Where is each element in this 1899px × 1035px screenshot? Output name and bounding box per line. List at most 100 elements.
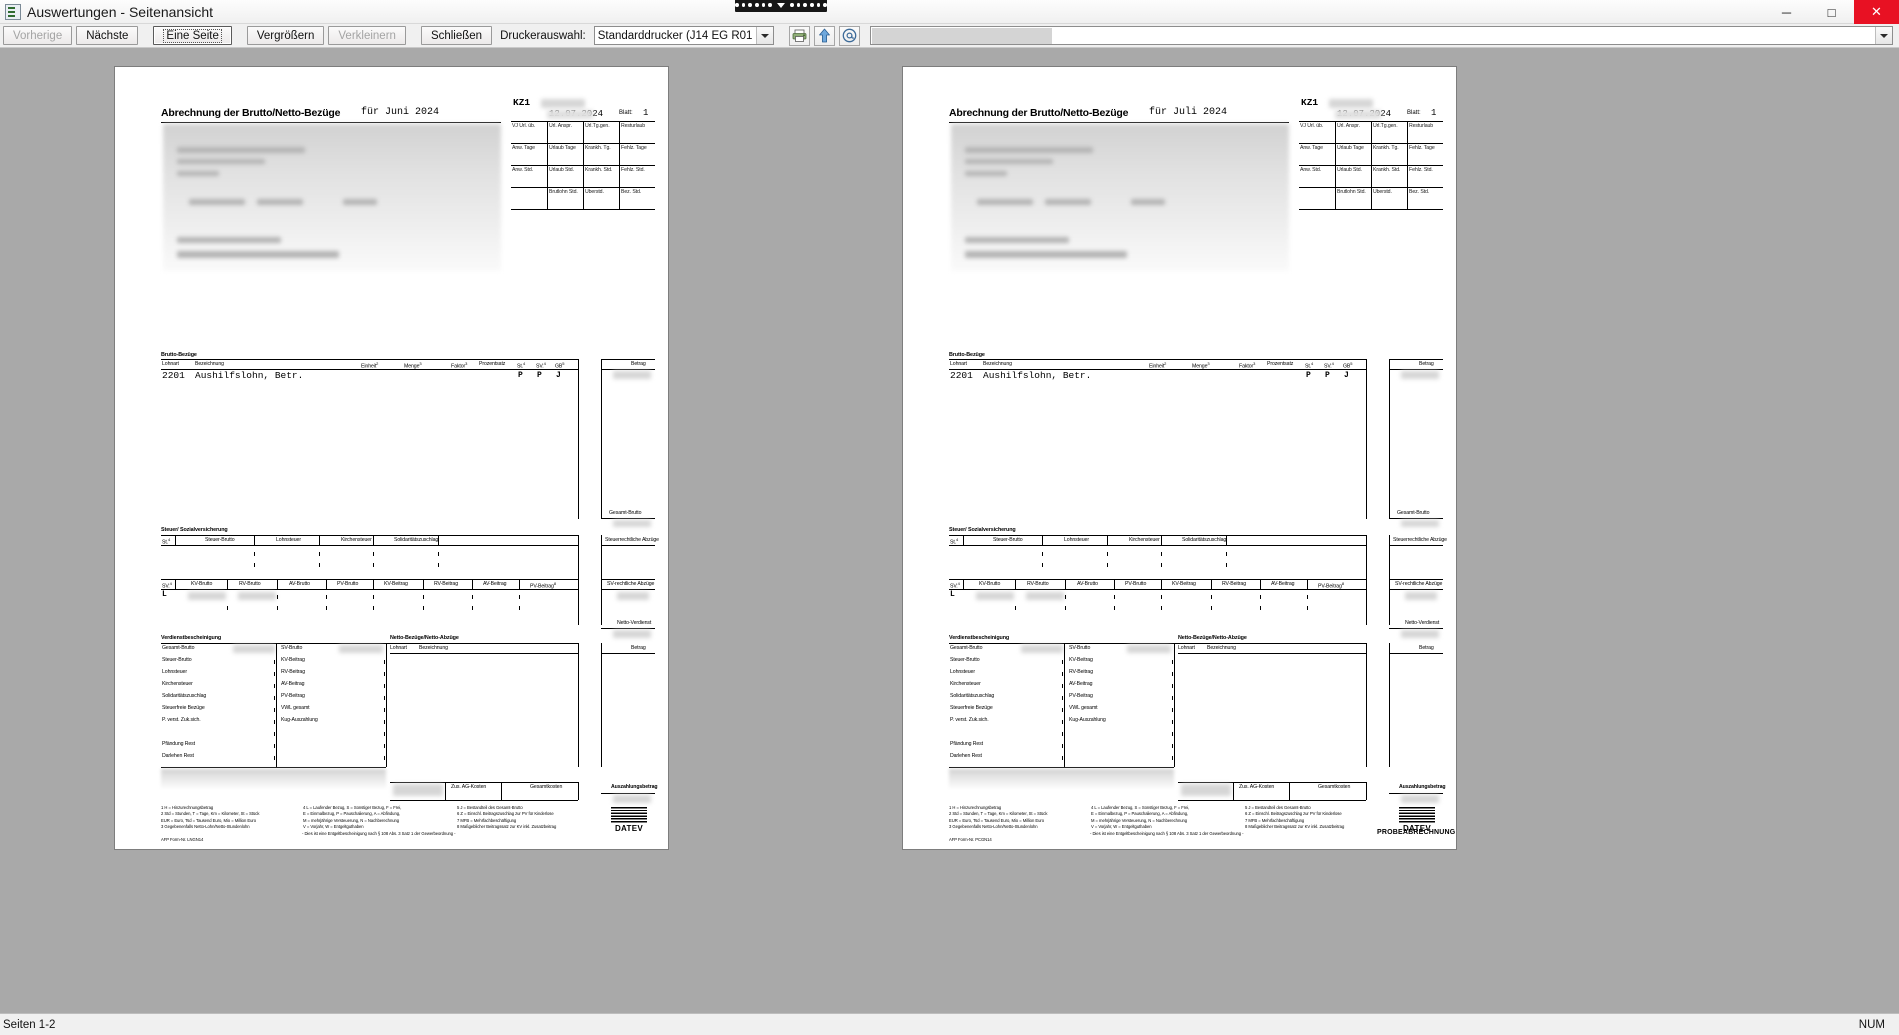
vb-label-pv-beitrag: PV-Beitrag xyxy=(281,693,305,699)
document-title: Abrechnung der Brutto/Netto-Bezüge xyxy=(161,107,341,119)
row-st-flag: P xyxy=(518,371,523,380)
cell-urlaub-std: Urlaub Std. xyxy=(1337,167,1362,173)
datev-wordmark: DATEV xyxy=(1402,824,1432,833)
preview-page[interactable]: Abrechnung der Brutto/Netto-Bezüge für J… xyxy=(902,66,1457,850)
netto-verdienst-label: Netto-Verdienst xyxy=(1405,620,1440,626)
netto-betrag-label: Betrag xyxy=(631,645,646,651)
vb-label-sv-brutto: SV-Brutto xyxy=(1069,645,1091,651)
col-st: St.4 xyxy=(517,361,526,370)
report-select-combobox[interactable] xyxy=(869,26,1893,45)
attendance-summary-table: VJ Url. üb. Url. Anspr. Url.Tg.gen. Rest… xyxy=(1299,121,1443,216)
brutto-betrag-rule xyxy=(1389,359,1443,360)
cell-fehlz-std: Fehlz. Std. xyxy=(1409,167,1433,173)
zoom-in-button[interactable]: Vergrößern xyxy=(246,26,325,45)
col-av-beitrag: AV-Beitrag xyxy=(1271,581,1295,587)
print-button[interactable] xyxy=(788,25,810,46)
col-st-flag: St.4 xyxy=(950,537,959,546)
verdienst-bottom-rule xyxy=(949,767,1174,768)
col-kirchensteuer: Kirchensteuer xyxy=(341,537,372,543)
cell-krankh-tg: Krankh. Tg. xyxy=(585,145,611,151)
gesamt-brutto-rule xyxy=(601,518,655,519)
col-rv-beitrag: RV-Beitrag xyxy=(1222,581,1246,587)
col-netto-bezeichnung: Bezeichnung xyxy=(419,645,448,651)
status-pages-text: Seiten 1-2 xyxy=(3,1018,56,1031)
vb-label-soli: Solidaritätszuschlag xyxy=(950,693,995,699)
cell-ueberstd: Uberstd. xyxy=(1373,189,1392,195)
cell-brutlohn-std: Brutlohn Std. xyxy=(549,189,578,195)
previous-page-button[interactable]: Vorherige xyxy=(3,26,73,45)
col-betrag: Betrag xyxy=(631,361,646,367)
redacted-sv-brutto-value xyxy=(339,645,383,653)
chevron-down-icon[interactable] xyxy=(1875,27,1892,44)
row-lohnart: 2201 xyxy=(162,370,185,381)
sv-abz-top-rule xyxy=(601,579,655,580)
status-bar: Seiten 1-2 NUM xyxy=(0,1013,1899,1035)
footnotes-column-2: 4 L = Laufender Bezug, S = Sonstiger Bez… xyxy=(1091,805,1190,829)
gesamtkosten-label: Gesamtkosten xyxy=(1318,784,1351,790)
datev-barcode-logo xyxy=(611,807,647,823)
cell-vj-url-ueb: VJ Url. üb. xyxy=(512,123,536,129)
col-lohnsteuer: Lohnsteuer xyxy=(1064,537,1089,543)
cell-bez-std: Bez. Std. xyxy=(1409,189,1430,195)
col-steuer-brutto: Steuer-Brutto xyxy=(205,537,235,543)
vb-label-pv-beitrag: PV-Beitrag xyxy=(1069,693,1093,699)
redacted-netto-verdienst xyxy=(613,630,651,638)
preview-canvas[interactable]: Abrechnung der Brutto/Netto-Bezüge für J… xyxy=(0,48,1899,1013)
vb-label-kirchensteuer: Kirchensteuer xyxy=(950,681,981,687)
netto-bezuege-section-label: Netto-Bezüge/Netto-Abzüge xyxy=(1178,635,1247,641)
printer-select-combobox[interactable]: Standarddrucker (J14 EG R01 UTAX P-45 xyxy=(593,26,774,45)
close-preview-button[interactable]: Schließen xyxy=(420,26,493,45)
cell-fehlz-std: Fehlz. Std. xyxy=(621,167,645,173)
sheet-number: 1 xyxy=(1431,108,1437,118)
vb-label-av-beitrag: AV-Beitrag xyxy=(281,681,305,687)
close-button[interactable]: ✕ xyxy=(1854,0,1899,24)
next-page-button[interactable]: Nächste xyxy=(76,26,139,45)
col-bezeichnung: Bezeichnung xyxy=(983,361,1012,367)
sheet-label: Blatt: xyxy=(1407,110,1421,116)
cell-anw-tage: Anw. Tage xyxy=(1300,145,1323,151)
email-button[interactable] xyxy=(838,25,860,46)
col-steuerrechtliche-abzuege: Steuerrechtliche Abzüge xyxy=(1393,537,1447,543)
steuer-section-label: Steuer/ Sozialversicherung xyxy=(949,527,1016,533)
gesamt-brutto-label: Gesamt-Brutto xyxy=(1397,510,1430,516)
steuer-section-label: Steuer/ Sozialversicherung xyxy=(161,527,228,533)
header-underline xyxy=(161,122,501,124)
kosten-bottom-rule xyxy=(1178,800,1366,801)
datev-logo: DATEV xyxy=(611,807,647,833)
redacted-kz-value xyxy=(541,99,585,108)
col-gb: GB5 xyxy=(1343,361,1353,370)
vb-label-steuerfreie-bezuege: Steuerfreie Bezüge xyxy=(162,705,205,711)
maximize-button[interactable]: □ xyxy=(1827,4,1836,20)
col-netto-bezeichnung: Bezeichnung xyxy=(1207,645,1236,651)
export-button[interactable] xyxy=(813,25,835,46)
col-sv-flag: SV.4 xyxy=(162,581,172,590)
cell-resturlaub: Resturlaub xyxy=(621,123,646,129)
redacted-line xyxy=(177,159,265,164)
row-sv-flag: P xyxy=(537,371,542,380)
one-page-button[interactable]: Eine Seite xyxy=(153,26,232,45)
redacted-rv-brutto xyxy=(1026,592,1064,600)
cell-url-anspr: Url. Anspr. xyxy=(549,123,572,129)
preview-page[interactable]: Abrechnung der Brutto/Netto-Bezüge für J… xyxy=(114,66,669,850)
cell-resturlaub: Resturlaub xyxy=(1409,123,1434,129)
kz-label: KZ1 xyxy=(513,97,531,108)
chevron-down-icon[interactable] xyxy=(755,27,773,44)
netto-header-rule xyxy=(1178,653,1366,654)
cell-bez-std: Bez. Std. xyxy=(621,189,642,195)
cell-urlaub-std: Urlaub Std. xyxy=(549,167,574,173)
redacted-gesamt-brutto xyxy=(1401,520,1439,527)
footnotes-column-1: 1 H = Hinzurechnungsbetrag 2 Std = Stund… xyxy=(949,805,1048,829)
redacted-line xyxy=(977,199,1033,205)
verdienst-section-label: Verdienstbescheinigung xyxy=(949,635,1010,641)
kosten-top-rule xyxy=(1178,782,1366,783)
previous-page-label: Vorherige xyxy=(13,29,63,42)
cell-brutlohn-std: Brutlohn Std. xyxy=(1337,189,1366,195)
vb-label-kug-auszahlung: Kug-Auszahlung xyxy=(281,717,318,723)
col-faktor: Faktor3 xyxy=(1239,361,1256,370)
minimize-button[interactable]: ─ xyxy=(1781,4,1792,20)
auszahlung-rule xyxy=(1389,793,1443,794)
zoom-out-label: Verkleinern xyxy=(338,29,396,42)
zoom-out-button[interactable]: Verkleinern xyxy=(328,26,406,45)
redacted-line xyxy=(1045,199,1091,205)
